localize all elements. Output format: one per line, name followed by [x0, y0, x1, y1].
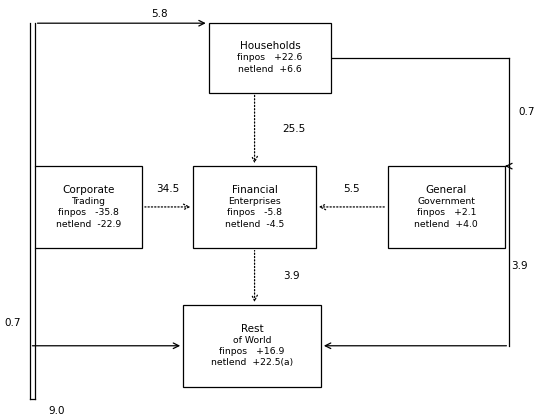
FancyBboxPatch shape: [193, 166, 316, 248]
Text: finpos   +22.6: finpos +22.6: [237, 53, 302, 63]
Text: finpos   +16.9: finpos +16.9: [219, 347, 285, 356]
Text: General: General: [426, 185, 467, 195]
FancyBboxPatch shape: [34, 166, 142, 248]
Text: 9.0: 9.0: [48, 406, 65, 416]
Text: Trading: Trading: [71, 197, 106, 206]
Text: netlend  +4.0: netlend +4.0: [414, 220, 478, 228]
FancyBboxPatch shape: [209, 23, 331, 92]
FancyBboxPatch shape: [388, 166, 505, 248]
Text: 0.7: 0.7: [519, 107, 535, 117]
Text: netlend  +22.5(a): netlend +22.5(a): [211, 358, 293, 368]
Text: 0.7: 0.7: [4, 318, 20, 328]
Text: 3.9: 3.9: [512, 261, 528, 271]
Text: 34.5: 34.5: [156, 184, 179, 194]
Text: netlend  +6.6: netlend +6.6: [238, 65, 302, 74]
Text: 3.9: 3.9: [282, 271, 299, 281]
Text: of World: of World: [233, 336, 271, 344]
Text: 25.5: 25.5: [282, 124, 306, 134]
Text: Enterprises: Enterprises: [228, 197, 281, 206]
Text: 5.5: 5.5: [343, 184, 360, 194]
Text: finpos   -5.8: finpos -5.8: [227, 208, 282, 217]
Text: Government: Government: [417, 197, 475, 206]
Text: 5.8: 5.8: [151, 9, 168, 19]
Text: netlend  -4.5: netlend -4.5: [225, 220, 284, 228]
Text: Households: Households: [239, 42, 300, 52]
Text: Financial: Financial: [232, 185, 278, 195]
FancyBboxPatch shape: [183, 305, 321, 386]
Text: Rest: Rest: [241, 324, 264, 333]
Text: finpos   -35.8: finpos -35.8: [58, 208, 119, 217]
Text: Corporate: Corporate: [62, 185, 115, 195]
Text: netlend  -22.9: netlend -22.9: [56, 220, 121, 228]
Text: finpos   +2.1: finpos +2.1: [417, 208, 476, 217]
